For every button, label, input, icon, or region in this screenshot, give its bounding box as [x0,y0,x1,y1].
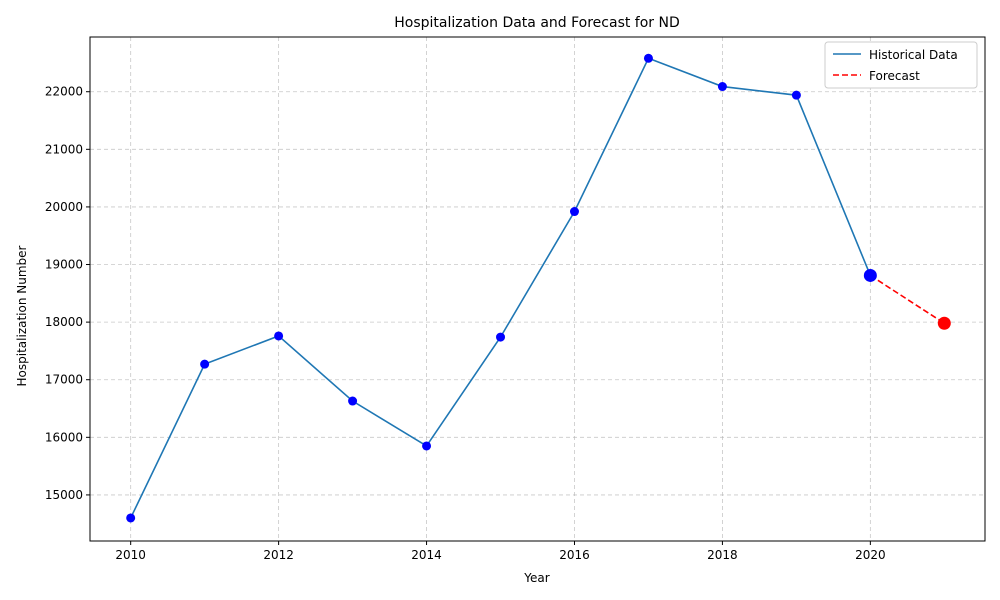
y-tick-label: 15000 [45,488,83,502]
forecast-line [869,274,945,324]
y-tick-label: 16000 [45,430,83,444]
y-tick-label: 19000 [45,258,83,272]
y-tick-label: 21000 [45,142,83,156]
chart-title: Hospitalization Data and Forecast for ND [394,15,680,31]
historical-data-line [129,57,872,519]
x-tick-label: 2012 [263,548,294,562]
x-tick-label: 2016 [559,548,590,562]
legend-box [824,41,978,89]
historical-data-point [348,396,358,406]
y-tick-label: 22000 [45,85,83,99]
historical-data-point [200,359,210,369]
x-tick-label: 2010 [115,548,146,562]
historical-data-point [569,207,579,217]
y-tick-label: 20000 [45,200,83,214]
plot-frame [89,36,986,542]
historical-data-point [496,332,506,342]
historical-data-point [126,513,136,523]
x-axis-label: Year [523,571,549,585]
legend-label-forecast: Forecast [869,69,920,83]
y-axis-label: Hospitalization Number [15,245,29,386]
legend-label-historical: Historical Data [869,48,958,62]
y-tick-label: 18000 [45,315,83,329]
x-tick-label: 2020 [855,548,886,562]
historical-data-point [274,331,284,341]
historical-data-point [643,53,653,63]
legend: Historical Data Forecast [824,41,978,89]
x-tick-label: 2018 [707,548,738,562]
ticks: 2010 2012 2014 2016 2018 2020 15000 16000 17000 1… [45,85,886,562]
forecast-point [937,316,951,330]
historical-data-point [791,90,801,100]
historical-data-point [717,82,727,92]
historical-data-point [422,441,432,451]
x-tick-label: 2014 [411,548,442,562]
historical-last-point [863,268,877,282]
grid [90,37,985,541]
y-tick-label: 17000 [45,373,83,387]
series-layer [126,53,951,523]
